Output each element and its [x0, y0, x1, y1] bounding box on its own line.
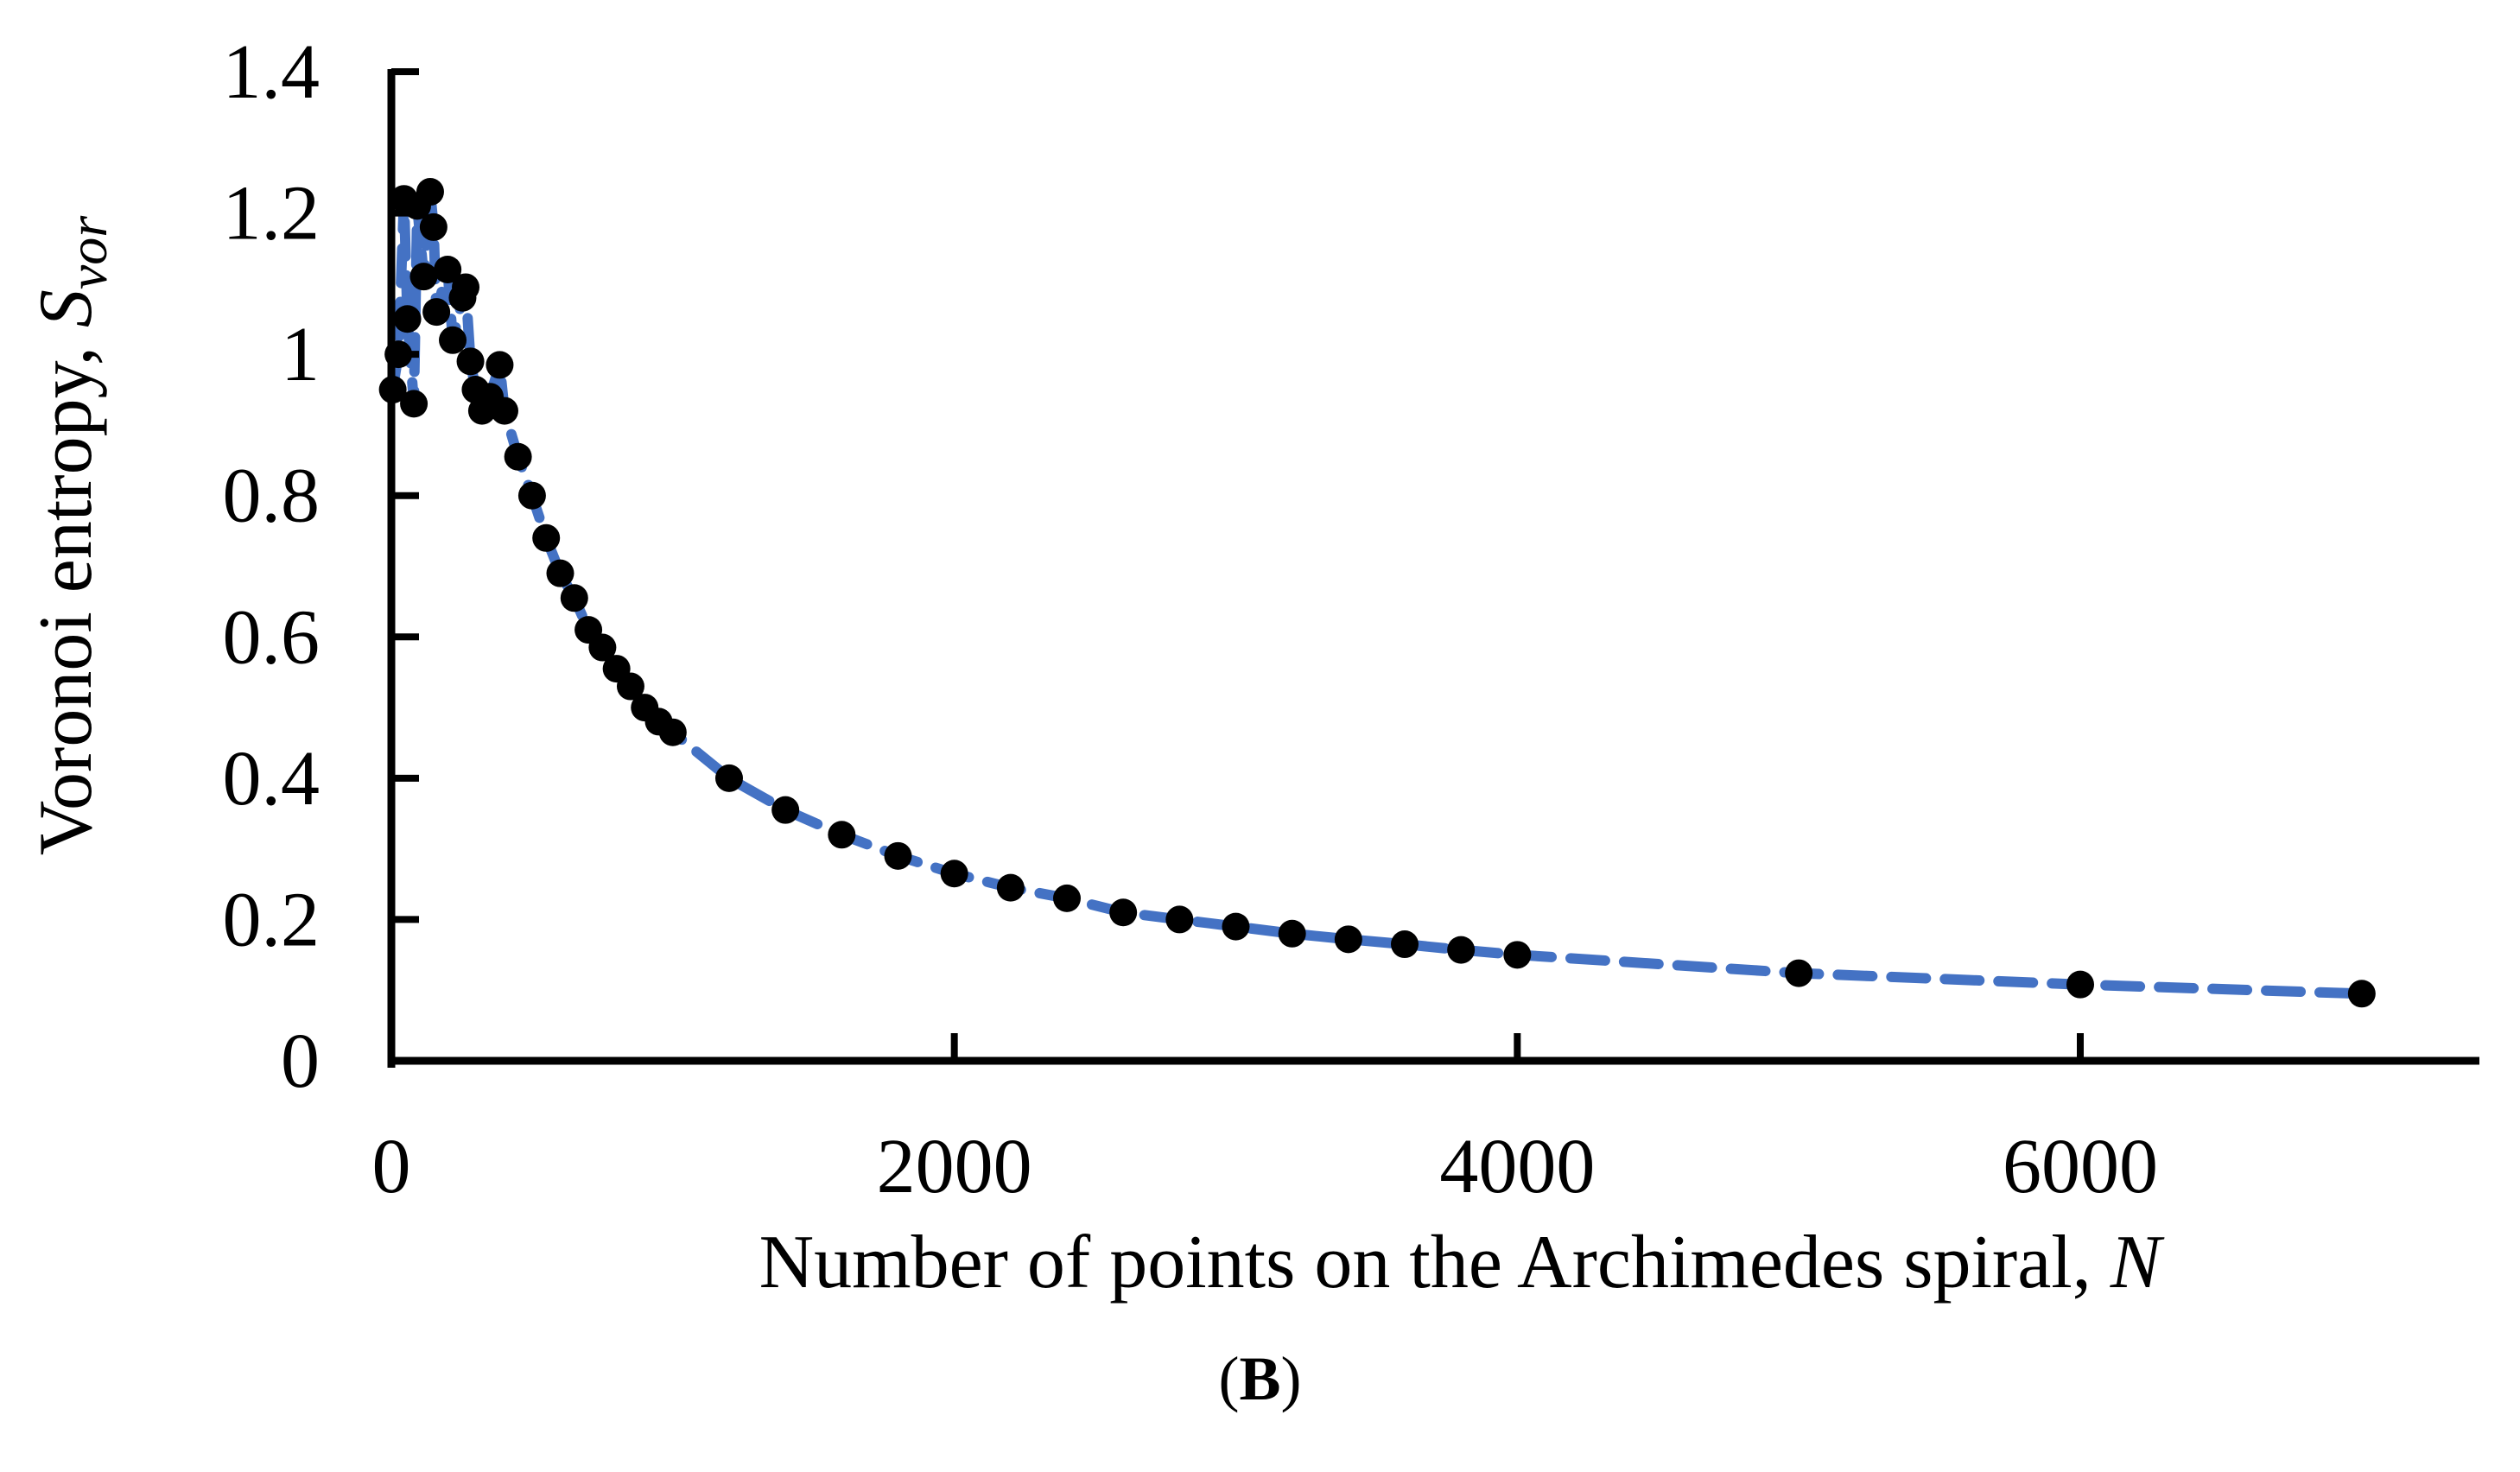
- x-tick-label: 6000: [2003, 1124, 2158, 1209]
- data-point: [1447, 936, 1476, 964]
- data-point: [416, 178, 444, 206]
- data-point: [616, 672, 644, 701]
- data-point: [439, 326, 467, 354]
- data-point: [1334, 925, 1362, 954]
- data-point: [1053, 884, 1081, 912]
- data-point: [409, 263, 438, 291]
- axes: [387, 68, 2479, 1068]
- y-tick-label: 1.4: [223, 29, 321, 115]
- y-tick-label: 0.6: [223, 594, 321, 680]
- data-point: [588, 633, 617, 662]
- data-point: [771, 796, 800, 824]
- plot-area: [378, 178, 2376, 1008]
- data-point: [2347, 980, 2376, 1008]
- data-point: [546, 559, 574, 587]
- data-point: [1503, 941, 1532, 969]
- data-point: [1278, 919, 1306, 948]
- data-point: [393, 305, 422, 333]
- x-tick-label: 4000: [1439, 1124, 1595, 1209]
- data-point: [715, 764, 743, 792]
- data-point: [490, 397, 518, 425]
- y-tick-label: 0.2: [223, 877, 321, 962]
- data-point: [1165, 905, 1194, 934]
- y-tick-label: 0.4: [223, 736, 321, 822]
- data-point: [434, 256, 462, 283]
- data-point: [1222, 912, 1250, 941]
- data-point: [400, 390, 428, 418]
- data-point: [2066, 970, 2094, 999]
- x-tick-label: 2000: [877, 1124, 1032, 1209]
- y-tick-label: 0.8: [223, 454, 321, 539]
- y-tick-label: 1: [281, 312, 320, 397]
- y-tick-label: 1.2: [223, 171, 321, 257]
- y-axis-title: Voronoi entropy, Svor: [24, 215, 118, 855]
- data-point: [1109, 898, 1138, 927]
- data-point: [1785, 959, 1813, 987]
- data-point: [658, 718, 687, 746]
- data-point: [940, 860, 968, 888]
- figure-caption: (B): [1218, 1344, 1302, 1413]
- y-tick-label: 0: [281, 1018, 320, 1104]
- trend-line: [387, 187, 2367, 999]
- tick-labels: 0 0.2 0.4 0.6 0.8 1 1.2 1.4 0 2000 4000 6000: [223, 29, 2159, 1209]
- data-point: [828, 821, 856, 849]
- data-point: [456, 347, 485, 376]
- data-point: [532, 523, 561, 552]
- data-point: [996, 873, 1025, 902]
- data-point: [517, 481, 546, 510]
- data-point: [1391, 930, 1419, 959]
- x-tick-label: 0: [372, 1124, 411, 1209]
- x-axis-title: Number of points on the Archimedes spira…: [759, 1221, 2165, 1304]
- data-point: [452, 273, 480, 301]
- data-point: [884, 841, 912, 870]
- data-point: [486, 351, 514, 379]
- data-point: [419, 213, 448, 241]
- data-point: [504, 442, 532, 471]
- data-point: [422, 298, 451, 327]
- data-point: [560, 584, 588, 612]
